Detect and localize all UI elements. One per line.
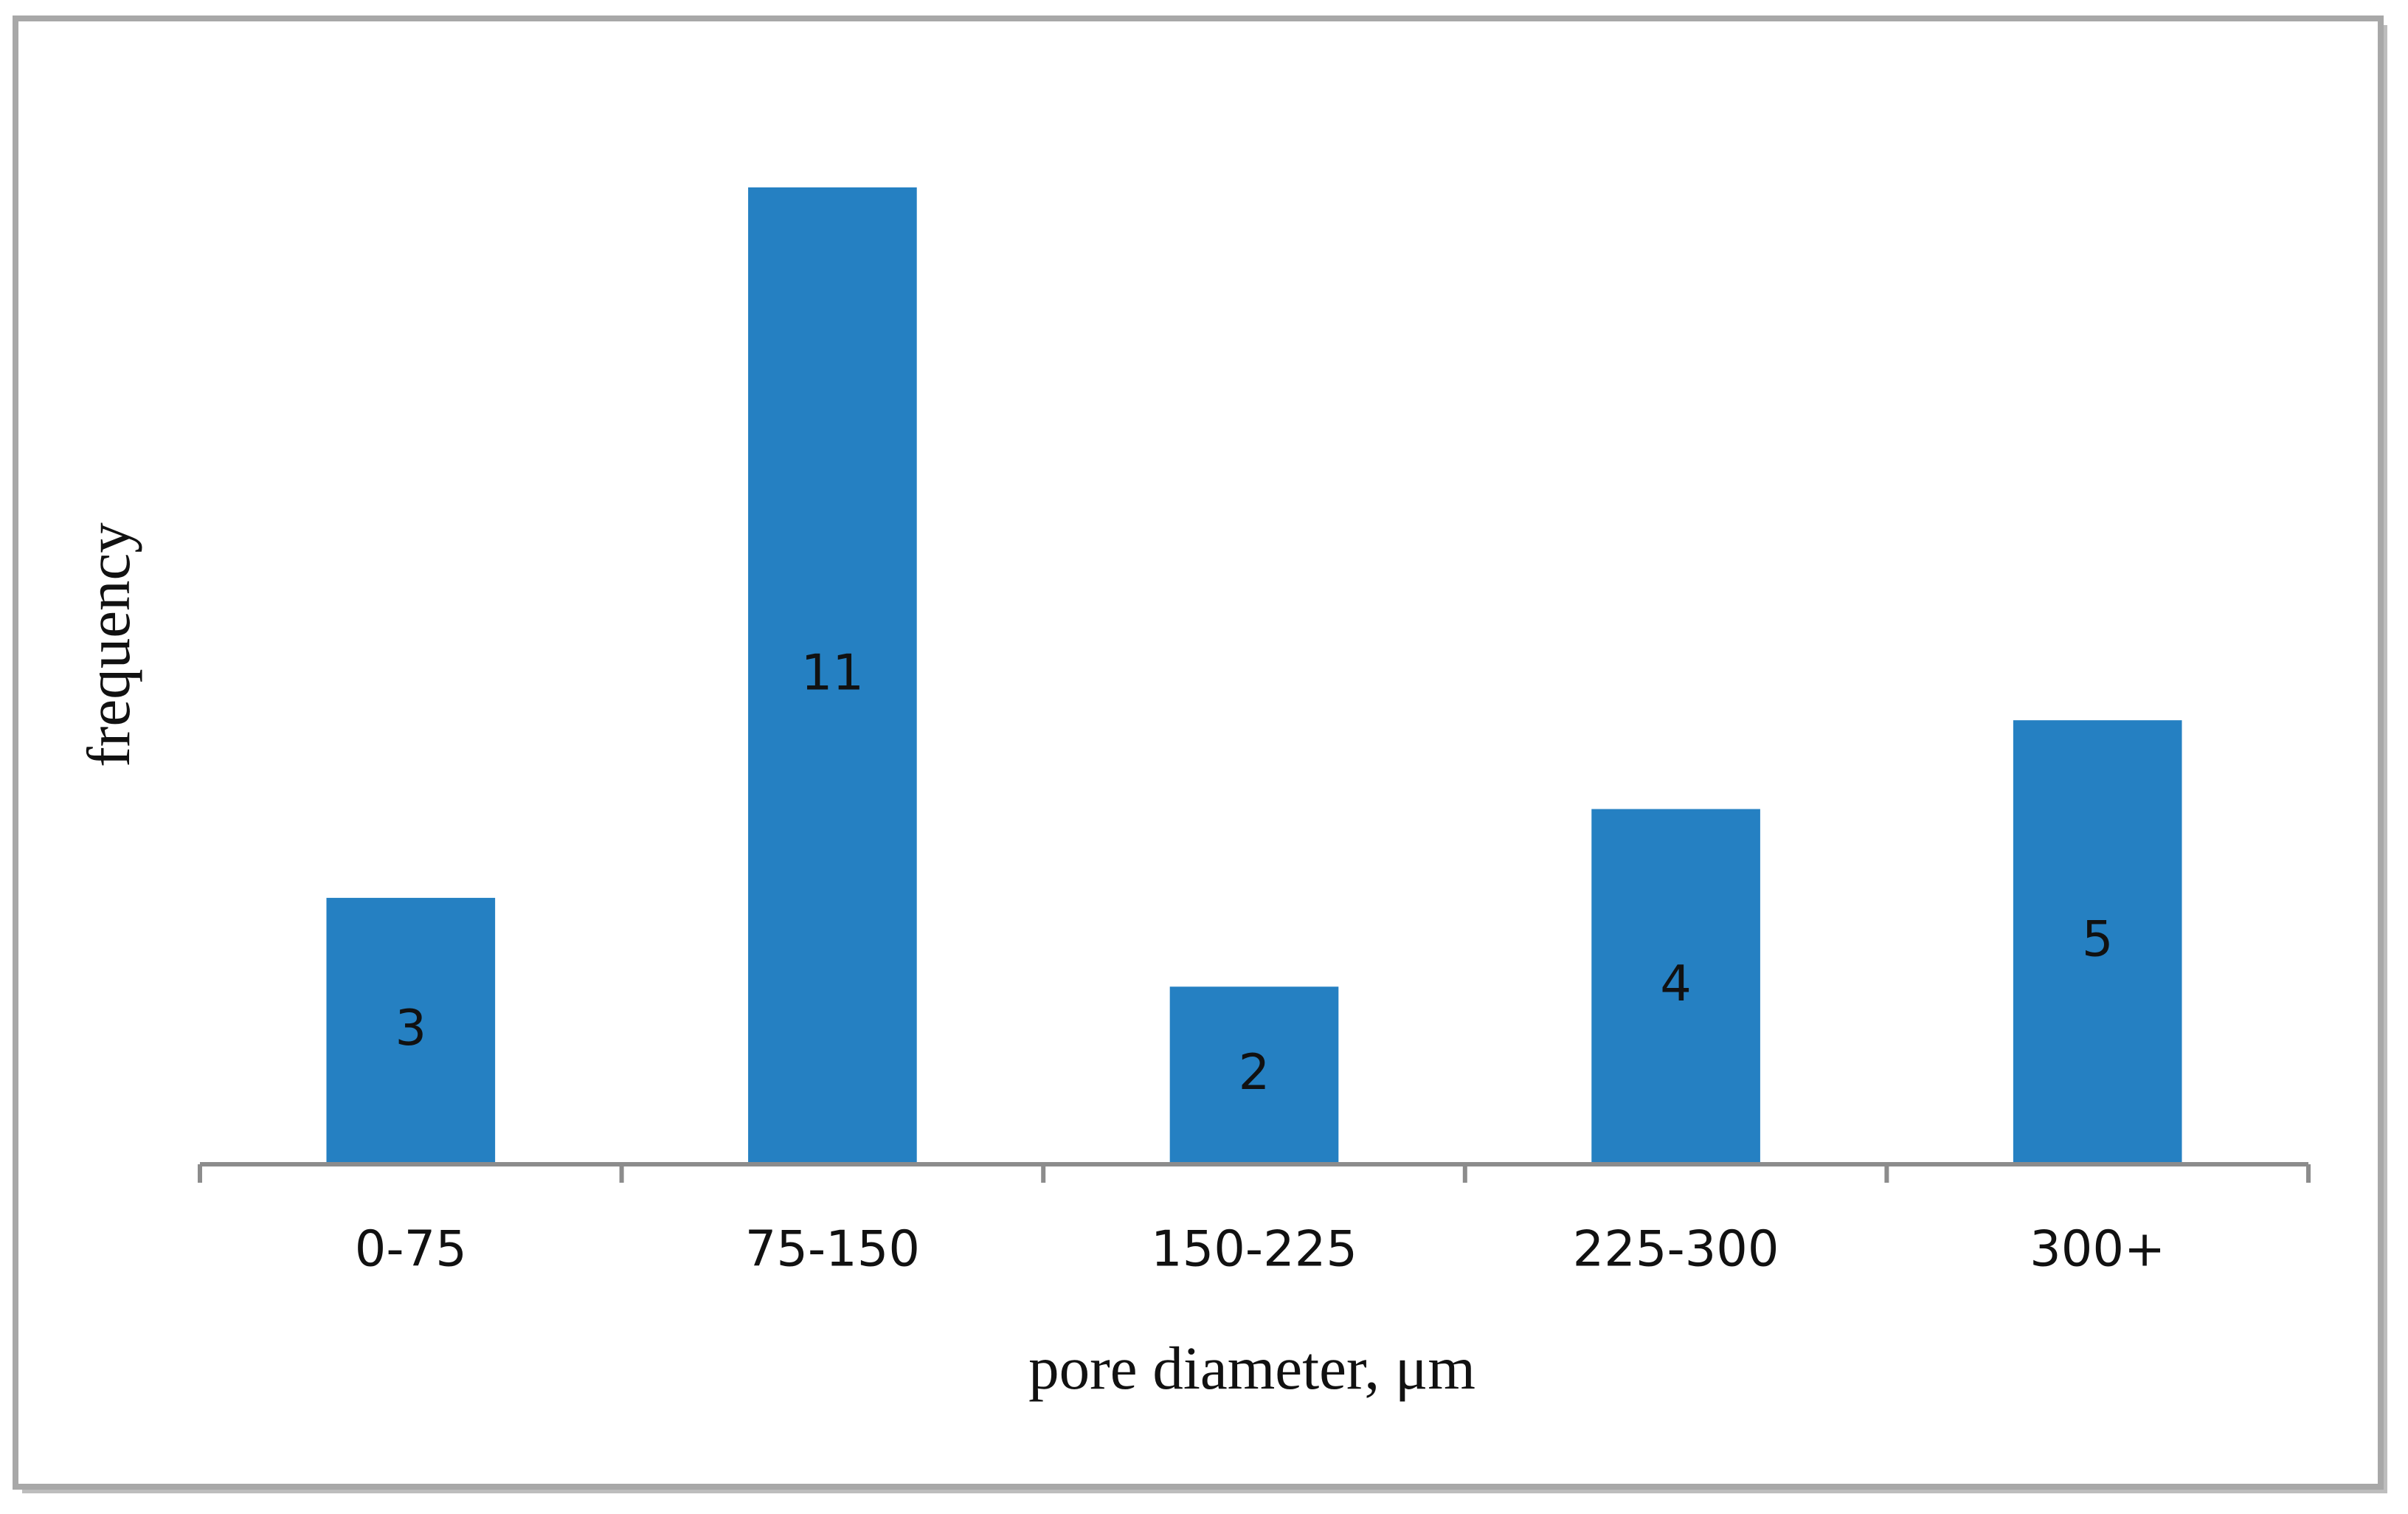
x-axis-title: pore diameter, μm [1028,1334,1475,1402]
frame [13,15,2384,1490]
x-tick-label: 75-150 [745,1220,920,1278]
x-tick-label: 225-300 [1573,1220,1779,1278]
data-label: 4 [1660,955,1692,1012]
bar [1169,986,1339,1164]
data-label: 5 [2082,910,2114,968]
data-label: 3 [395,999,426,1057]
x-tick-label: 300+ [2030,1220,2165,1278]
bar [748,187,917,1164]
bar [2013,720,2182,1164]
y-axis-title: frequency [75,522,142,767]
x-tick-label: 0-75 [355,1220,467,1278]
data-label: 2 [1239,1043,1270,1101]
bar [1591,809,1760,1164]
bar [326,897,496,1164]
x-tick-label: 150-225 [1151,1220,1357,1278]
data-label: 11 [801,644,864,702]
